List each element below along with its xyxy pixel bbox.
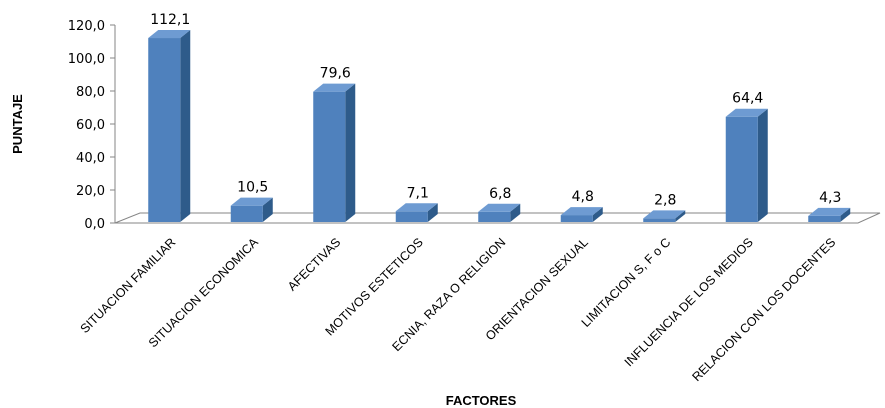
data-label: 2,8 xyxy=(654,192,676,208)
y-tick-label: 0,0 xyxy=(84,217,105,232)
category-label: RELACION CON LOS DOCENTES xyxy=(689,235,838,384)
data-label: 79,6 xyxy=(320,66,351,82)
data-label: 4,3 xyxy=(819,190,841,206)
y-tick-label: 120,0 xyxy=(68,19,105,34)
bar-side xyxy=(675,210,686,222)
bar-front xyxy=(560,215,593,222)
bar xyxy=(230,197,273,222)
chart-axes: 0,0 20,0 40,0 60,0 80,0 100,0 120,0 xyxy=(68,19,881,232)
chart-bars xyxy=(148,30,851,222)
data-label: 112,1 xyxy=(150,12,190,28)
category-label: AFECTIVAS xyxy=(285,235,343,293)
y-tick-label: 60,0 xyxy=(76,118,105,133)
category-label: INFLUENCIA DE LOS MEDIOS xyxy=(622,235,756,369)
bar xyxy=(148,30,191,222)
bar-top xyxy=(808,207,851,216)
bar-top xyxy=(313,83,356,92)
bar-top xyxy=(148,30,191,39)
bar-front xyxy=(230,205,263,222)
bar xyxy=(313,83,356,222)
data-label: 4,8 xyxy=(572,189,594,205)
y-axis-title: PUNTAJE xyxy=(10,94,25,154)
data-label: 6,8 xyxy=(489,186,511,202)
bar xyxy=(725,108,768,222)
data-label: 64,4 xyxy=(732,91,763,107)
bar xyxy=(643,210,686,222)
data-label: 7,1 xyxy=(407,185,429,201)
bar-front xyxy=(808,215,841,222)
bar-side xyxy=(592,207,603,222)
bar xyxy=(395,203,438,222)
bar-side xyxy=(427,203,438,222)
bar-front xyxy=(313,91,346,222)
y-tick-label: 40,0 xyxy=(76,151,105,166)
bar-side xyxy=(345,83,356,222)
bar xyxy=(560,207,603,222)
bar-front xyxy=(395,211,428,222)
bar-top xyxy=(643,210,686,219)
bar-side xyxy=(262,197,273,222)
bar-top xyxy=(725,108,768,117)
category-label: LIMITACION S, F o C xyxy=(579,235,674,330)
bar-front xyxy=(148,38,181,222)
bar-side xyxy=(840,207,851,222)
bar-front xyxy=(478,211,511,222)
bar xyxy=(808,207,851,222)
y-tick-label: 80,0 xyxy=(76,85,105,100)
y-tick-label: 20,0 xyxy=(76,184,105,199)
bar-top xyxy=(478,203,521,212)
bar-side xyxy=(180,30,191,222)
bar-top xyxy=(230,197,273,206)
y-tick-label: 100,0 xyxy=(68,52,105,67)
bar-front xyxy=(643,218,676,222)
category-label: SITUACION FAMILIAR xyxy=(78,235,179,336)
bar-front xyxy=(725,116,758,222)
bar-top xyxy=(560,207,603,216)
bar-top xyxy=(395,203,438,212)
bar xyxy=(478,203,521,222)
x-axis-title: FACTORES xyxy=(446,393,517,408)
bar-side xyxy=(510,203,521,222)
bar-side xyxy=(757,108,768,222)
data-label: 10,5 xyxy=(237,180,268,196)
